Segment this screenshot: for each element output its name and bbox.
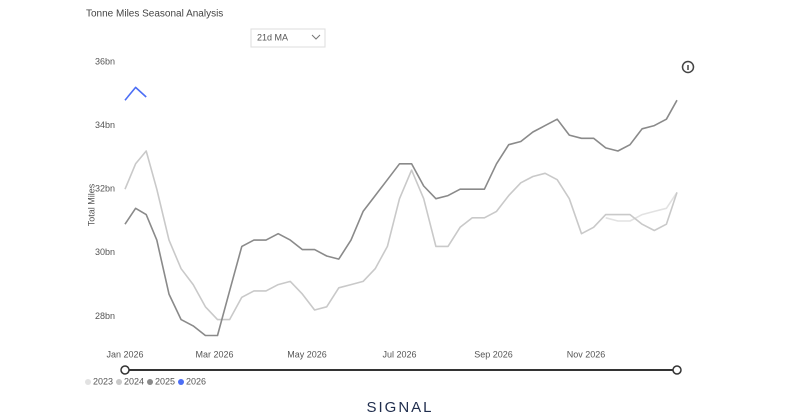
legend-label: 2025: [155, 376, 175, 386]
dropdown-arrow[interactable]: [311, 34, 321, 40]
legend-marker: [178, 379, 184, 385]
y-tick-label: 30bn: [95, 247, 115, 257]
legend-label: 2024: [124, 376, 144, 386]
series-line: [124, 150, 678, 321]
y-tick-label: 34bn: [95, 120, 115, 130]
y-tick-label: 32bn: [95, 184, 115, 194]
legend-marker: [85, 379, 91, 385]
logo: SIGNAL: [366, 399, 433, 416]
y-tick-label: 28bn: [95, 311, 115, 321]
legend-label: 2023: [93, 376, 113, 386]
slider-handle[interactable]: [120, 365, 130, 375]
x-tick-label: Nov 2026: [567, 349, 606, 359]
x-tick-label: Sep 2026: [474, 349, 513, 359]
x-tick-label: Jan 2026: [106, 349, 143, 359]
chart-title: Tonne Miles Seasonal Analysis: [86, 9, 223, 20]
series-line: [124, 86, 147, 101]
dropdown[interactable]: [250, 28, 326, 48]
y-axis-label: Total Miles: [86, 183, 96, 226]
slider-handle[interactable]: [672, 365, 682, 375]
legend-marker: [116, 379, 122, 385]
legend-marker: [147, 379, 153, 385]
info-icon[interactable]: [681, 60, 695, 74]
series-line: [124, 99, 678, 337]
y-tick-label: 36bn: [95, 56, 115, 66]
dropdown-label[interactable]: 21d MA: [257, 32, 288, 42]
series-line: [605, 191, 678, 222]
x-tick-label: Mar 2026: [195, 349, 233, 359]
x-tick-label: May 2026: [287, 349, 327, 359]
legend-label: 2026: [186, 376, 206, 386]
x-tick-label: Jul 2026: [382, 349, 416, 359]
